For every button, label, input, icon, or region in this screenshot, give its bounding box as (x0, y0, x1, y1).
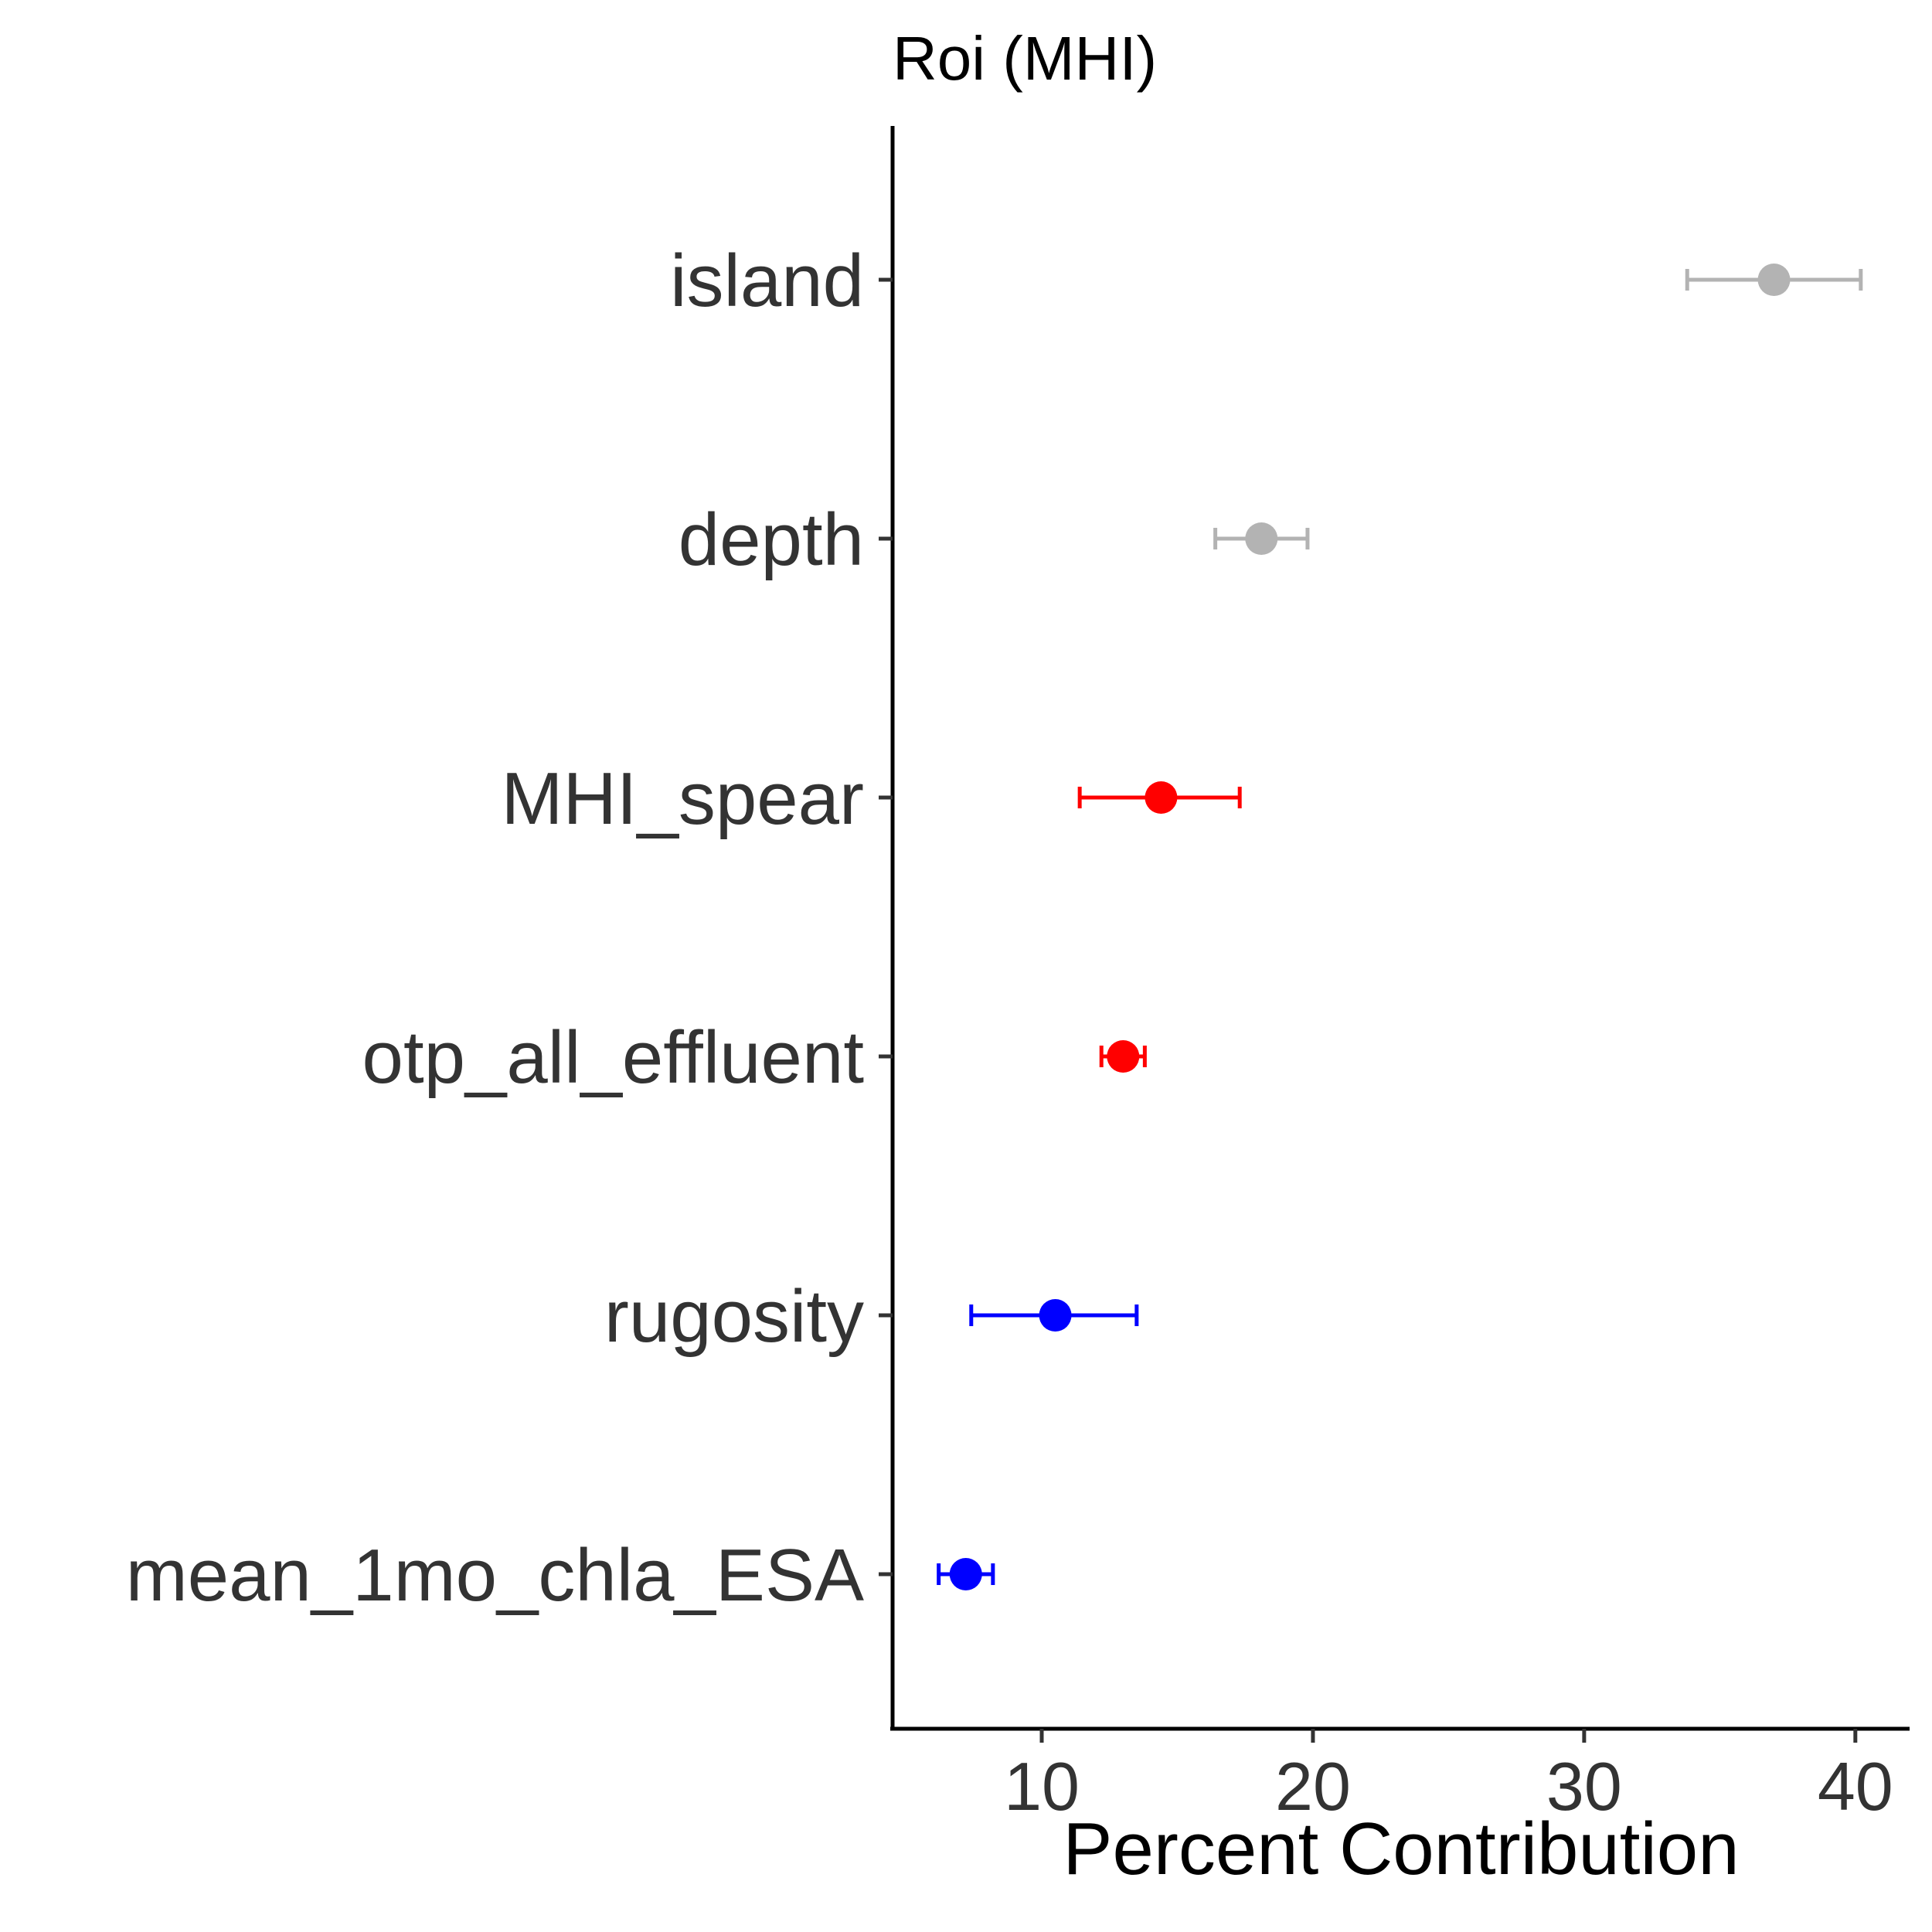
plot-area (937, 264, 1863, 1590)
y-tick-label: MHI_spear (502, 757, 865, 840)
x-tick-label: 10 (1004, 1748, 1080, 1825)
data-point (1145, 781, 1178, 814)
chart-title: Roi (MHI) (893, 24, 1157, 93)
y-tick-label: otp_all_effluent (362, 1016, 864, 1099)
y-tick-label: island (670, 240, 864, 322)
x-tick-label: 40 (1818, 1748, 1893, 1825)
data-point-group (937, 1558, 995, 1590)
data-point-group (969, 1299, 1139, 1332)
x-tick-label: 20 (1275, 1748, 1351, 1825)
y-tick-label: depth (679, 498, 864, 581)
data-point-group (1077, 781, 1242, 814)
y-tick-label: rugosity (604, 1275, 864, 1358)
data-point-group (1099, 1040, 1147, 1073)
y-axis: island depth MHI_spear otp_all_effluentrugo… (126, 240, 893, 1617)
x-axis: 10 20 30 40 (1004, 1729, 1893, 1825)
data-point-group (1685, 264, 1863, 296)
data-point (1107, 1040, 1140, 1073)
x-axis-title: Percent Contribution (1063, 1808, 1739, 1890)
data-point (949, 1558, 982, 1590)
x-tick-label: 30 (1546, 1748, 1622, 1825)
data-point (1039, 1299, 1072, 1332)
data-point (1757, 264, 1791, 296)
y-tick-label: mean_1mo_chla_ESA (126, 1534, 864, 1617)
data-point (1245, 522, 1278, 555)
data-point-group (1213, 522, 1310, 555)
